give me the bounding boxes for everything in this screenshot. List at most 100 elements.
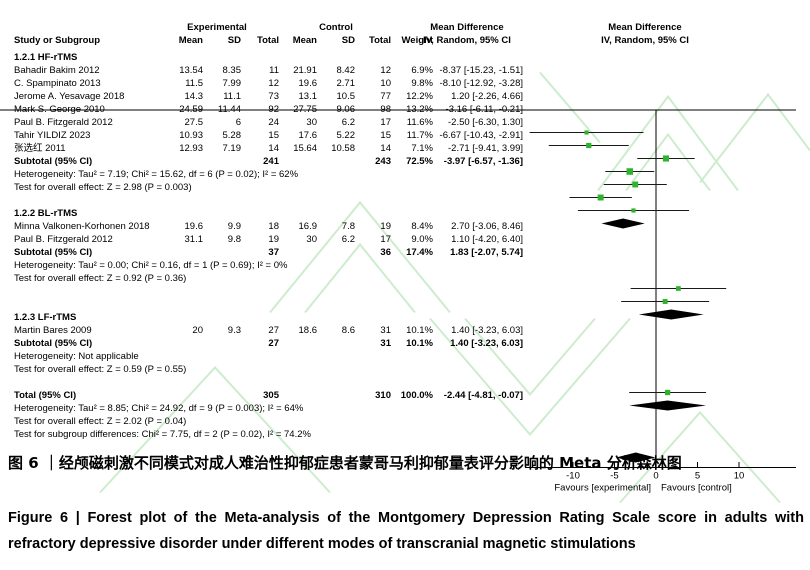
ctrl-total: 17 — [380, 117, 391, 128]
ci-text: 1.10 [-4.20, 6.40] — [451, 234, 523, 245]
subtotal-row: Subtotal (95% CI) 27 31 10.1% 1.40 [-3.23, 6… — [0, 337, 810, 350]
exp-mean-header: Mean — [178, 35, 203, 46]
weight: 12.2% — [406, 91, 433, 102]
weight: 10.1% — [406, 325, 433, 336]
exp-mean: 19.6 — [184, 221, 204, 232]
ci-text: 1.40 [-3.23, 6.03] — [451, 325, 523, 336]
subgroup-label-row: 1.2.2 BL-rTMS — [0, 207, 810, 220]
mean-difference-col-header: Mean Difference — [430, 22, 504, 33]
study-row: Paul B. Fitzgerald 2012 27.5 6 24 30 6.2 17 11.… — [0, 116, 810, 129]
experimental-group-header: Experimental — [187, 22, 247, 33]
ctrl-mean: 19.6 — [298, 78, 318, 89]
study-name: Tahir YILDIZ 2023 — [14, 130, 91, 141]
weight: 6.9% — [411, 65, 433, 76]
exp-sd: 9.8 — [227, 234, 241, 245]
ctrl-total: 310 — [375, 390, 391, 401]
weight: 17.4% — [406, 247, 433, 258]
exp-sd-header: SD — [227, 35, 241, 46]
weight: 11.7% — [406, 130, 433, 141]
study-row: Minna Valkonen-Korhonen 2018 19.6 9.9 18 16.… — [0, 220, 810, 233]
total-overall-effect-text: Test for overall effect: Z = 2.02 (P = 0… — [14, 416, 187, 427]
study-name: Paul B. Fitzgerald 2012 — [14, 234, 113, 245]
ci-text: 1.20 [-2.26, 4.66] — [451, 91, 523, 102]
exp-total: 24 — [268, 117, 279, 128]
exp-mean: 31.1 — [184, 234, 204, 245]
study-row: Paul B. Fitzgerald 2012 31.1 9.8 19 30 6.2 17 9… — [0, 233, 810, 246]
subgroup-label-row: 1.2.3 LF-rTMS — [0, 311, 810, 324]
exp-sd: 7.99 — [222, 78, 242, 89]
ci-text: -3.16 [-6.11, -0.21] — [445, 104, 523, 115]
exp-total: 12 — [268, 78, 279, 89]
ctrl-total: 15 — [380, 130, 391, 141]
exp-total: 73 — [268, 91, 279, 102]
ci-text: -3.97 [-6.57, -1.36] — [443, 156, 523, 167]
subgroup-differences-text: Test for subgroup differences: Chi² = 7.… — [14, 429, 311, 440]
study-row: Jerome A. Yesavage 2018 14.3 11.1 73 13.1 10.… — [0, 90, 810, 103]
subtotal-label: Subtotal (95% CI) — [14, 247, 93, 258]
study-row: Mark S. George 2010 24.59 11.44 92 27.75 9.06… — [0, 103, 810, 116]
study-name: 张选红 2011 — [14, 143, 66, 154]
ctrl-sd: 7.8 — [341, 221, 355, 232]
subtotal-label: Subtotal (95% CI) — [14, 156, 93, 167]
ci-text: 1.40 [-3.23, 6.03] — [450, 338, 523, 349]
subtotal-row: Subtotal (95% CI) 241 243 72.5% -3.97 [-6.57… — [0, 155, 810, 168]
ctrl-sd: 9.06 — [336, 104, 356, 115]
subgroup-label: 1.2.1 HF-rTMS — [14, 52, 78, 63]
ci-text: -6.67 [-10.43, -2.91] — [439, 130, 523, 141]
ctrl-sd: 2.71 — [336, 78, 356, 89]
study-column-header: Study or Subgroup — [14, 35, 101, 46]
ctrl-mean: 15.64 — [293, 143, 317, 154]
exp-sd: 9.3 — [227, 325, 241, 336]
exp-total: 15 — [268, 130, 279, 141]
exp-total-header: Total — [257, 35, 279, 46]
exp-mean: 10.93 — [179, 130, 203, 141]
weight: 9.8% — [411, 78, 433, 89]
ci-text: -2.44 [-4.81, -0.07] — [443, 390, 523, 401]
ci-text: -2.71 [-9.41, 3.99] — [448, 143, 523, 154]
stats-row: Test for overall effect: Z = 2.98 (P = 0… — [0, 181, 810, 194]
heterogeneity-text: Heterogeneity: Not applicable — [14, 351, 139, 362]
subtotal-row: Subtotal (95% CI) 37 36 17.4% 1.83 [-2.07, 5… — [0, 246, 810, 259]
exp-sd: 11.44 — [217, 104, 241, 115]
study-row: 张选红 2011 12.93 7.19 14 15.64 10.58 14 7.1% -2.71… — [0, 142, 810, 155]
ctrl-total: 31 — [380, 338, 391, 349]
exp-total: 18 — [268, 221, 279, 232]
ctrl-sd: 8.42 — [336, 65, 356, 76]
ctrl-total: 14 — [380, 143, 391, 154]
ctrl-total: 17 — [380, 234, 391, 245]
exp-mean: 20 — [192, 325, 203, 336]
exp-mean: 14.3 — [184, 91, 204, 102]
exp-mean: 13.54 — [179, 65, 203, 76]
ctrl-total: 77 — [380, 91, 391, 102]
weight: 10.1% — [406, 338, 433, 349]
ci-text: 1.83 [-2.07, 5.74] — [450, 247, 523, 258]
stats-row: Heterogeneity: Tau² = 8.85; Chi² = 24.92… — [0, 402, 810, 415]
ctrl-total: 31 — [380, 325, 391, 336]
ctrl-sd: 5.22 — [336, 130, 356, 141]
total-row: Total (95% CI) 305 310 100.0% -2.44 [-4.81, … — [0, 389, 810, 402]
ctrl-mean: 18.6 — [298, 325, 318, 336]
study-row: Bahadir Bakim 2012 13.54 8.35 11 21.91 8.42 12… — [0, 64, 810, 77]
weight: 100.0% — [400, 390, 433, 401]
weight: 7.1% — [411, 143, 433, 154]
study-row: Tahir YILDIZ 2023 10.93 5.28 15 17.6 5.22 15 11… — [0, 129, 810, 142]
study-name: Bahadir Bakim 2012 — [14, 65, 100, 76]
exp-total: 305 — [263, 390, 279, 401]
exp-total: 27 — [268, 325, 279, 336]
exp-mean: 11.5 — [185, 78, 203, 89]
stats-row: Test for overall effect: Z = 0.92 (P = 0… — [0, 272, 810, 285]
study-name: Jerome A. Yesavage 2018 — [14, 91, 125, 102]
ctrl-mean: 30 — [306, 234, 317, 245]
heterogeneity-text: Heterogeneity: Tau² = 7.19; Chi² = 15.62… — [14, 169, 299, 180]
caption-english: Figure 6 | Forest plot of the Meta-analy… — [8, 510, 804, 552]
subgroup-label: 1.2.3 LF-rTMS — [14, 312, 77, 323]
study-name: Minna Valkonen-Korhonen 2018 — [14, 221, 150, 232]
stats-row: Heterogeneity: Tau² = 7.19; Chi² = 15.62… — [0, 168, 810, 181]
ci-text: -2.50 [-6.30, 1.30] — [448, 117, 523, 128]
ci-method-plot-header: IV, Random, 95% CI — [601, 35, 689, 46]
table-header-columns: Study or Subgroup Mean SD Total Mean SD … — [0, 34, 810, 47]
exp-mean: 24.59 — [179, 104, 203, 115]
weight: 9.0% — [411, 234, 433, 245]
